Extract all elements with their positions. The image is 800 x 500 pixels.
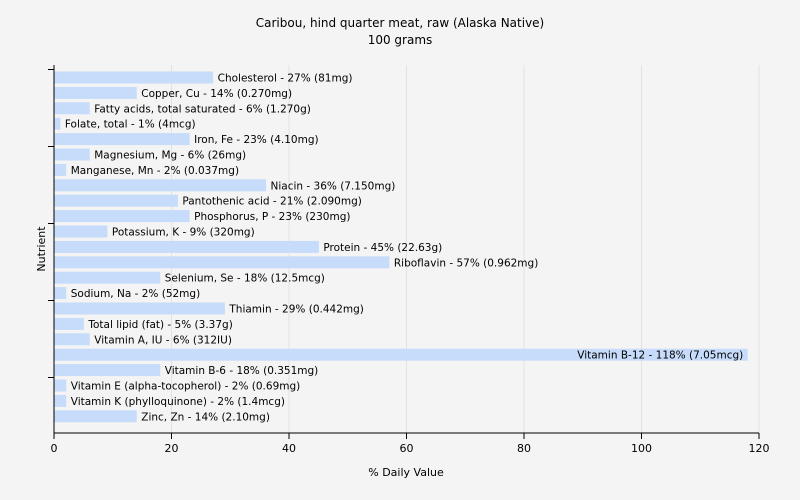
bar-label: Cholesterol - 27% (81mg) bbox=[218, 73, 353, 85]
bar bbox=[54, 225, 108, 238]
bar bbox=[54, 317, 84, 330]
bar bbox=[54, 348, 748, 361]
bar bbox=[54, 194, 178, 207]
bar bbox=[54, 117, 61, 130]
x-tick-label: 80 bbox=[517, 442, 531, 455]
x-axis-title: % Daily Value bbox=[368, 466, 444, 479]
x-tick-label: 100 bbox=[631, 442, 652, 455]
bar-label: Riboflavin - 57% (0.962mg) bbox=[394, 257, 538, 269]
bar bbox=[54, 133, 190, 146]
bar-label: Pantothenic acid - 21% (2.090mg) bbox=[182, 196, 361, 208]
bar bbox=[54, 394, 67, 407]
x-tick-label: 20 bbox=[165, 442, 179, 455]
bar bbox=[54, 302, 225, 315]
bar bbox=[54, 410, 137, 423]
bar-label: Vitamin A, IU - 6% (312IU) bbox=[94, 334, 232, 346]
x-ticks: 0 20 40 60 80 100 120 bbox=[51, 433, 770, 455]
bar-label: Manganese, Mn - 2% (0.037mg) bbox=[71, 165, 239, 177]
bar bbox=[54, 379, 67, 392]
x-tick-label: 0 bbox=[51, 442, 58, 455]
bar-label: Potassium, K - 9% (320mg) bbox=[112, 227, 255, 239]
bar-label: Copper, Cu - 14% (0.270mg) bbox=[141, 88, 292, 100]
bar-label: Sodium, Na - 2% (52mg) bbox=[71, 288, 200, 300]
bar-label: Niacin - 36% (7.150mg) bbox=[271, 180, 396, 192]
chart-title: Caribou, hind quarter meat, raw (Alaska … bbox=[256, 16, 544, 30]
bar bbox=[54, 102, 90, 115]
bar-label: Fatty acids, total saturated - 6% (1.270… bbox=[94, 103, 311, 115]
bar-label: Protein - 45% (22.63g) bbox=[323, 242, 442, 254]
bar bbox=[54, 210, 190, 223]
bar-label: Vitamin E (alpha-tocopherol) - 2% (0.69m… bbox=[71, 381, 301, 393]
bar-label: Selenium, Se - 18% (12.5mcg) bbox=[165, 273, 325, 285]
bars: Cholesterol - 27% (81mg) Copper, Cu - 14%… bbox=[54, 71, 748, 423]
bar bbox=[54, 163, 67, 176]
bar bbox=[54, 333, 90, 346]
bar bbox=[54, 271, 161, 284]
bar-label: Iron, Fe - 23% (4.10mg) bbox=[194, 134, 318, 146]
bar-label: Folate, total - 1% (4mcg) bbox=[65, 119, 196, 131]
x-tick-label: 40 bbox=[282, 442, 296, 455]
bar bbox=[54, 148, 90, 161]
bar-label: Zinc, Zn - 14% (2.10mg) bbox=[141, 411, 270, 423]
bar-label: Phosphorus, P - 23% (230mg) bbox=[194, 211, 350, 223]
x-tick-label: 120 bbox=[749, 442, 770, 455]
bar-label: Vitamin K (phylloquinone) - 2% (1.4mcg) bbox=[71, 396, 285, 408]
bar bbox=[54, 179, 266, 192]
bar-label: Vitamin B-6 - 18% (0.351mg) bbox=[165, 365, 319, 377]
bar bbox=[54, 287, 67, 300]
bar bbox=[54, 71, 214, 84]
bar bbox=[54, 240, 319, 253]
bar-label: Thiamin - 29% (0.442mg) bbox=[228, 304, 364, 316]
bar bbox=[54, 364, 161, 377]
bar bbox=[54, 256, 390, 269]
bar-label: Magnesium, Mg - 6% (26mg) bbox=[94, 150, 246, 162]
y-axis-title: Nutrient bbox=[35, 226, 48, 272]
gridlines bbox=[171, 65, 760, 433]
chart-subtitle: 100 grams bbox=[368, 33, 433, 47]
x-tick-label: 60 bbox=[400, 442, 414, 455]
bar bbox=[54, 86, 137, 99]
bar-label: Vitamin B-12 - 118% (7.05mcg) bbox=[577, 350, 743, 362]
bar-label: Total lipid (fat) - 5% (3.37g) bbox=[87, 319, 232, 331]
